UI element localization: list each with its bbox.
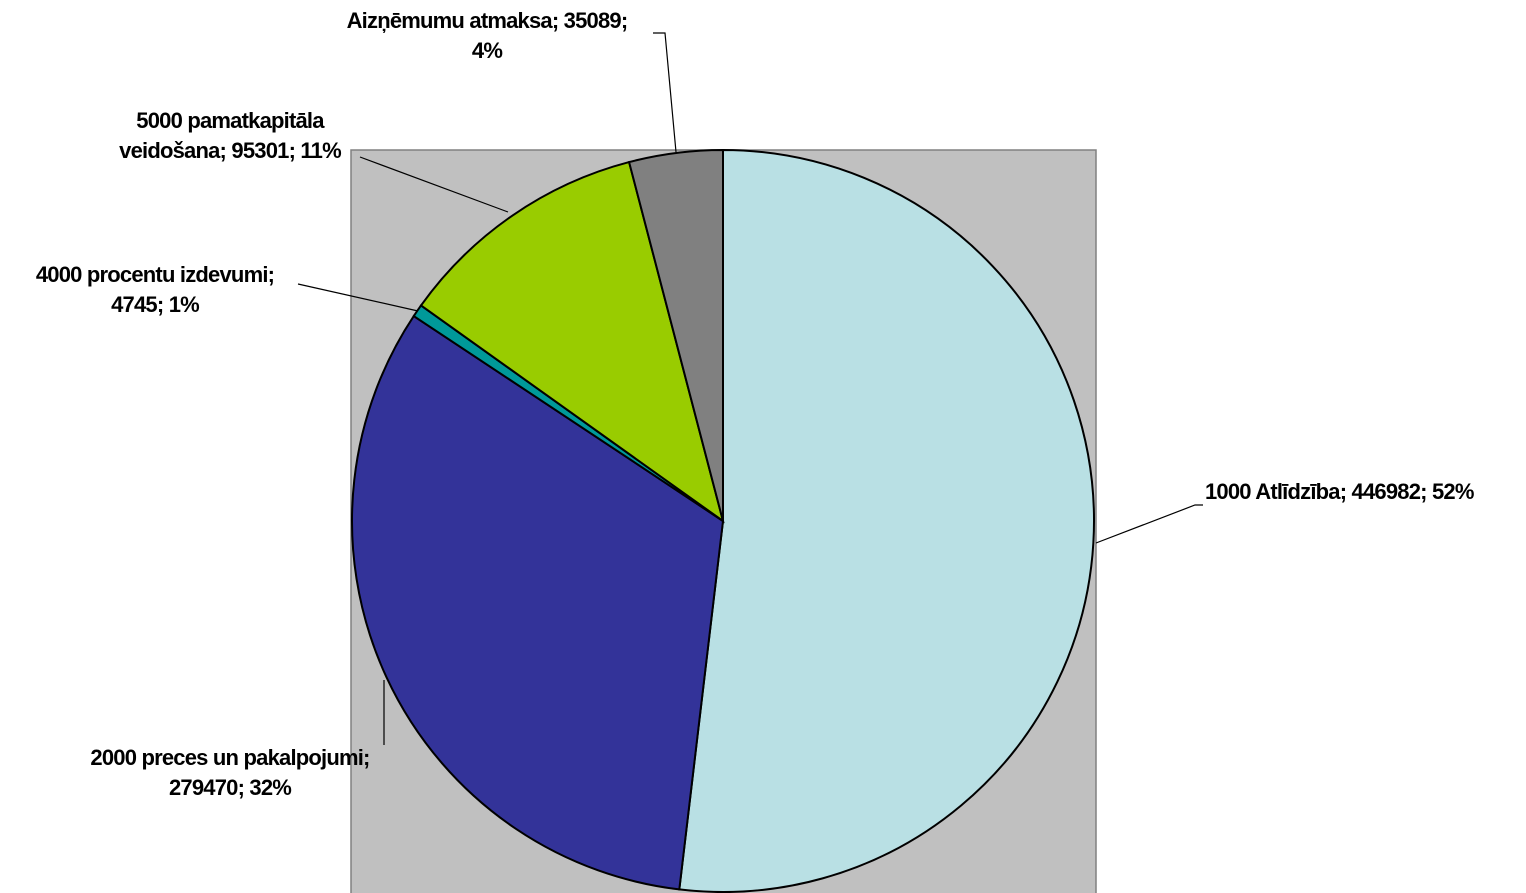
data-label: 4745; 1% (111, 292, 199, 317)
leader-line (653, 32, 677, 153)
leader-line (297, 283, 419, 312)
leader-line (1095, 504, 1203, 544)
pie-slice (627, 148, 724, 522)
data-label: 4000 procentu izdevumi; (36, 262, 274, 287)
pie-slice (678, 148, 1095, 893)
data-label: 4% (472, 38, 502, 63)
data-label: 5000 pamatkapitāla (136, 108, 325, 133)
leader-line (359, 156, 509, 213)
data-label: veidošana; 95301; 11% (119, 138, 341, 163)
data-label: Aizņēmumu atmaksa; 35089; (347, 8, 628, 33)
pie-slice (419, 160, 725, 524)
data-label: 2000 preces un pakalpojumi; (90, 745, 369, 770)
pie-slice (351, 314, 725, 891)
data-label: 279470; 32% (169, 775, 291, 800)
data-label: 1000 Atlīdzība; 446982; 52% (1205, 479, 1474, 504)
